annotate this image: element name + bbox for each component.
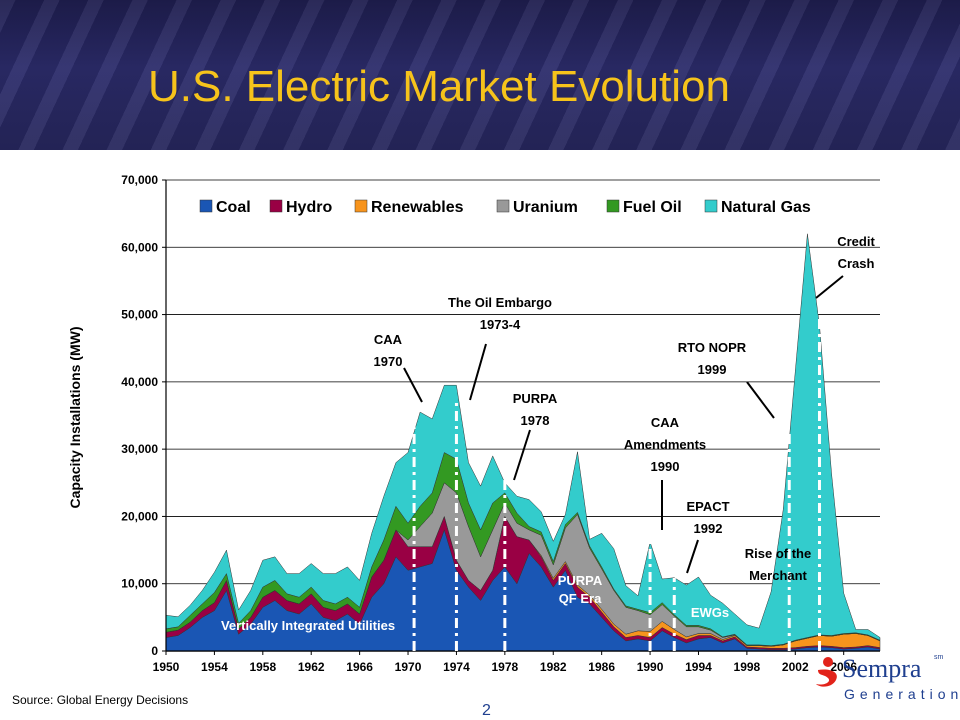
- legend-label: Hydro: [286, 199, 332, 216]
- annotation: PURPA 1978: [513, 391, 558, 428]
- leader-line: [686, 539, 699, 574]
- logo-name: Sempra: [842, 654, 922, 683]
- annotation: Credit Crash: [837, 234, 875, 271]
- region-label-line: PURPA: [558, 573, 603, 588]
- region-label: EWGs: [691, 605, 729, 620]
- legend-item: Uranium: [496, 199, 578, 216]
- legend-swatch: [496, 199, 510, 213]
- region-label-line: EWGs: [691, 605, 729, 620]
- source-note: Source: Global Energy Decisions: [12, 693, 189, 707]
- region-label: Vertically Integrated Utilities: [221, 618, 395, 633]
- annotation-line: CAA: [651, 415, 680, 430]
- x-tick-label: 1950: [153, 660, 180, 674]
- leader-line: [513, 429, 531, 481]
- annotation-line: 1978: [521, 413, 550, 428]
- y-tick-label: 40,000: [121, 375, 158, 389]
- x-tick-label: 1962: [298, 660, 325, 674]
- x-tick-label: 1958: [249, 660, 276, 674]
- x-tick-label: 1974: [443, 660, 470, 674]
- y-tick-label: 50,000: [121, 308, 158, 322]
- leader-line: [469, 343, 487, 401]
- annotation-line: 1970: [374, 354, 403, 369]
- legend-item: Coal: [199, 199, 251, 216]
- x-tick-label: 1970: [395, 660, 422, 674]
- x-tick-label: 1986: [588, 660, 615, 674]
- x-tick-label: 1982: [540, 660, 567, 674]
- x-tick-label: 1998: [734, 660, 761, 674]
- annotation-line: Amendments: [624, 437, 706, 452]
- annotation-line: Merchant: [749, 568, 807, 583]
- y-tick-label: 30,000: [121, 442, 158, 456]
- leader-line: [746, 381, 775, 419]
- page-title: U.S. Electric Market Evolution: [148, 62, 730, 111]
- region-label-line: QF Era: [559, 591, 602, 606]
- annotation: CAA Amendments 1990: [624, 415, 706, 474]
- legend-swatch: [704, 199, 718, 213]
- annotation-line: 1999: [698, 362, 727, 377]
- page-number: 2: [482, 702, 491, 719]
- annotation-line: Credit: [837, 234, 875, 249]
- logo-trademark: sm: [934, 654, 944, 661]
- logo-subtitle: Generation: [844, 686, 960, 702]
- sempra-logo: Sempra sm Generation: [812, 650, 958, 706]
- annotation: EPACT 1992: [686, 499, 729, 536]
- x-tick-label: 1994: [685, 660, 712, 674]
- y-tick-label: 60,000: [121, 240, 158, 254]
- legend-swatch: [199, 199, 213, 213]
- x-tick-label: 1990: [637, 660, 664, 674]
- x-tick-label: 2006: [830, 660, 857, 674]
- annotation: RTO NOPR 1999: [678, 340, 747, 377]
- region-label: PURPA QF Era: [558, 573, 603, 606]
- annotation-line: Crash: [838, 256, 875, 271]
- y-tick-label: 10,000: [121, 577, 158, 591]
- annotation-line: 1973-4: [480, 317, 521, 332]
- annotation: The Oil Embargo 1973-4: [448, 295, 552, 332]
- annotation-line: CAA: [374, 332, 403, 347]
- area-natural-gas: [165, 233, 881, 646]
- y-tick-label: 70,000: [121, 173, 158, 187]
- annotation-line: Rise of the: [745, 546, 811, 561]
- annotation-line: 1992: [694, 521, 723, 536]
- x-tick-label: 1978: [491, 660, 518, 674]
- annotation-line: PURPA: [513, 391, 558, 406]
- legend-swatch: [269, 199, 283, 213]
- legend-label: Renewables: [371, 199, 464, 216]
- leader-line: [403, 367, 423, 403]
- legend-label: Coal: [216, 199, 251, 216]
- x-tick-label: 1966: [346, 660, 373, 674]
- banner-texture: [0, 0, 960, 150]
- legend-item: Hydro: [269, 199, 332, 216]
- y-tick-label: 0: [151, 644, 158, 658]
- legend-label: Fuel Oil: [623, 199, 682, 216]
- legend-label: Natural Gas: [721, 199, 811, 216]
- annotation: Rise of the Merchant: [745, 546, 811, 583]
- annotation-line: 1990: [651, 459, 680, 474]
- legend-swatch: [606, 199, 620, 213]
- annotation: CAA 1970: [374, 332, 403, 369]
- annotation-line: EPACT: [686, 499, 729, 514]
- legend-item: Renewables: [354, 199, 464, 216]
- x-tick-label: 1954: [201, 660, 228, 674]
- legend-swatch: [354, 199, 368, 213]
- legend-label: Uranium: [513, 199, 578, 216]
- legend-item: Natural Gas: [704, 199, 811, 216]
- legend-item: Fuel Oil: [606, 199, 682, 216]
- leader-line: [815, 275, 844, 299]
- x-tick-label: 2002: [782, 660, 809, 674]
- annotation-line: The Oil Embargo: [448, 295, 552, 310]
- annotation-line: RTO NOPR: [678, 340, 747, 355]
- title-banner: U.S. Electric Market Evolution: [0, 0, 960, 150]
- region-label-line: Vertically Integrated Utilities: [221, 618, 395, 633]
- y-tick-label: 20,000: [121, 509, 158, 523]
- y-axis-label: Capacity Installations (MW): [67, 326, 83, 508]
- sempra-swoosh-icon: [816, 657, 837, 687]
